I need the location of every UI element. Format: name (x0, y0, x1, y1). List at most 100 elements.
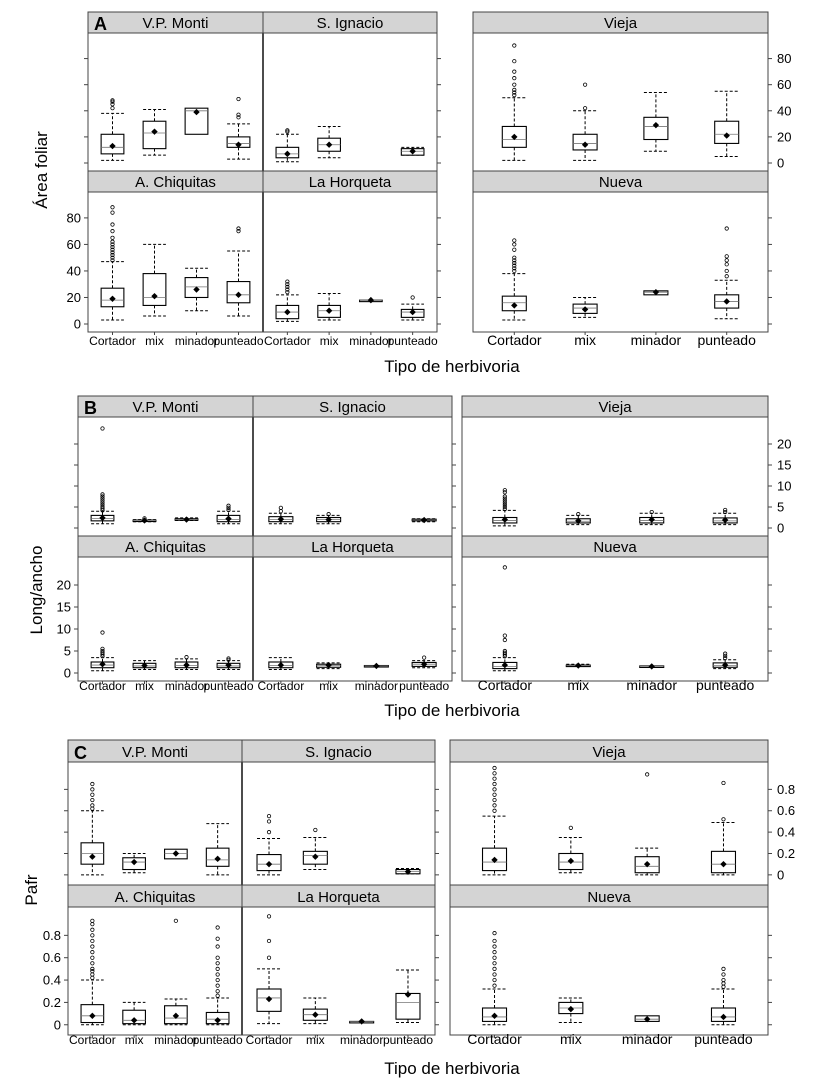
facet-vieja: Vieja (472, 11, 769, 172)
boxplot-punteado (395, 969, 421, 1024)
boxplot-punteado (226, 226, 251, 317)
mean-marker (235, 291, 242, 299)
category-tick-label: minador (349, 334, 392, 348)
outlier-point (285, 290, 290, 295)
category-tick-label: Cortador (69, 1033, 116, 1047)
boxplot-minador (174, 516, 199, 523)
facet-strip (241, 739, 436, 763)
box-iqr (643, 116, 669, 141)
outlier-point (100, 648, 105, 654)
boxplot-mix (316, 661, 342, 670)
outlier-point (723, 651, 728, 656)
outlier-point (326, 512, 331, 517)
outlier-point (649, 509, 654, 515)
facet-a-chiquitas: A. Chiquitas (87, 170, 264, 333)
boxplot-mix (317, 292, 341, 321)
outlier-point (285, 282, 290, 287)
outlier-point (110, 99, 115, 104)
mean-marker (721, 516, 729, 524)
outlier-point (90, 950, 95, 955)
facet-title: Nueva (587, 889, 631, 906)
facet-title: S. Ignacio (319, 399, 386, 416)
outlier-point (512, 247, 517, 252)
boxplot-minador (359, 296, 383, 304)
outlier-point (502, 637, 507, 643)
outlier-point (236, 115, 241, 120)
boxplot-cortador (268, 505, 294, 525)
outlier-point (410, 295, 415, 300)
mean-marker (720, 1013, 727, 1021)
outlier-point (721, 977, 726, 983)
outlier-point (512, 93, 517, 98)
mean-marker (643, 860, 651, 868)
outlier-point (724, 226, 729, 231)
outlier-point (226, 507, 231, 513)
facet-a-chiquitas: A. Chiquitas (67, 884, 243, 1036)
facet-title: V.P. Monti (143, 15, 209, 32)
boxplot-punteado (216, 503, 241, 525)
boxplot-mix (316, 512, 342, 525)
outlier-point (215, 961, 220, 966)
mean-marker (581, 306, 589, 313)
outlier-point (110, 222, 115, 227)
mean-marker (501, 516, 509, 523)
outlier-point (266, 914, 272, 919)
mean-marker (581, 141, 589, 148)
boxplot-mix (565, 662, 591, 669)
outlier-point (110, 235, 115, 240)
facet-title: Vieja (604, 15, 638, 32)
mean-marker (225, 515, 232, 522)
outlier-point (502, 648, 507, 654)
boxplot-mix (122, 852, 146, 874)
outlier-point (512, 242, 517, 247)
boxplot-punteado (712, 651, 738, 670)
outlier-point (721, 972, 726, 977)
boxplot-cortador (275, 128, 300, 163)
outlier-point (502, 488, 507, 493)
outlier-point (110, 106, 115, 111)
outlier-point (215, 977, 220, 983)
y-tick-label: 0 (64, 666, 71, 681)
facet-strip (252, 395, 453, 418)
facet-strip (449, 739, 769, 763)
y-tick-label: 60 (67, 237, 81, 252)
mean-marker (312, 853, 319, 860)
category-tick-label: punteado (388, 334, 438, 348)
outlier-point (512, 87, 517, 93)
y-tick-label: 60 (777, 77, 791, 92)
outlier-point (90, 922, 95, 927)
mean-marker (99, 514, 106, 522)
outlier-point (110, 210, 115, 215)
mean-marker (277, 661, 285, 669)
mean-marker (491, 1012, 498, 1020)
category-tick-label: mix (560, 1031, 582, 1047)
outlier-point (492, 938, 497, 944)
outlier-point (492, 972, 497, 977)
mean-marker (648, 516, 655, 523)
category-tick-label: Cortador (478, 677, 533, 693)
outlier-point (492, 781, 497, 787)
category-tick-label: minador (154, 1033, 197, 1047)
boxplot-minador (184, 107, 209, 135)
outlier-point (215, 993, 220, 998)
outlier-point (512, 268, 517, 274)
boxplot-mix (302, 827, 328, 871)
facet-strip (461, 535, 769, 558)
facet-strip (252, 535, 453, 558)
category-tick-label: minador (165, 679, 208, 693)
facet-title: Nueva (593, 539, 637, 556)
boxplot-mix (302, 997, 328, 1025)
panel-letter: A (94, 14, 107, 34)
y-tick-label: 80 (777, 51, 791, 66)
outlier-point (215, 944, 220, 949)
y-axis-title: Long/ancho (27, 546, 46, 635)
outlier-point (215, 966, 220, 971)
facet-la-horqueta: La Horqueta (262, 170, 438, 333)
outlier-point (110, 258, 115, 263)
outlier-point (285, 128, 290, 133)
mean-marker (99, 661, 106, 668)
facet-v-p-monti: V.P. Monti (87, 11, 264, 172)
outlier-point (492, 931, 497, 936)
outlier-point (512, 69, 517, 74)
mean-marker (648, 663, 655, 670)
